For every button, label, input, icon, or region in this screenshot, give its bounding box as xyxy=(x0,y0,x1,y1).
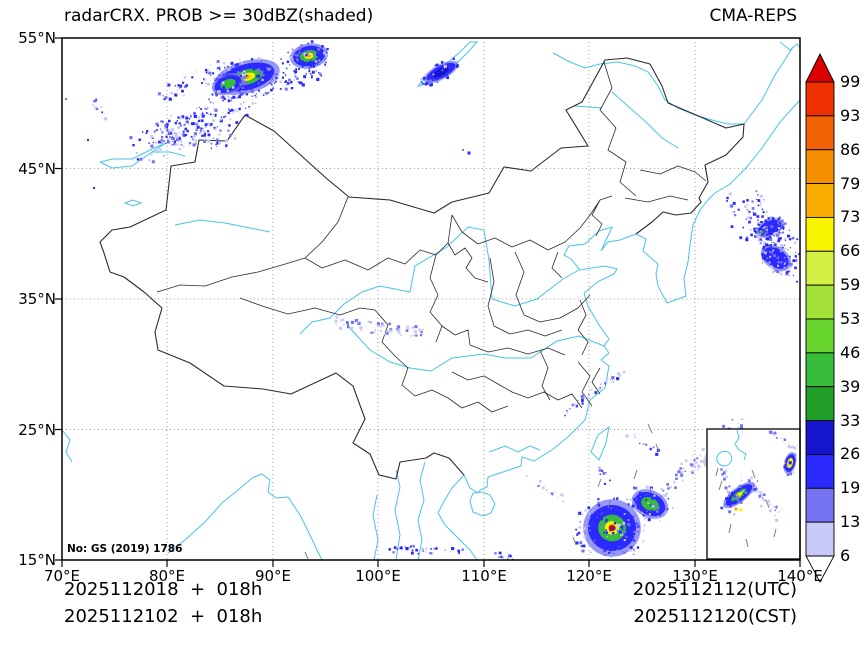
south-china-sea-inset xyxy=(706,428,801,560)
china-national-border-path xyxy=(99,57,745,480)
x-tick-label: 80°E xyxy=(148,567,186,585)
x-tick-label: 70°E xyxy=(43,567,81,585)
colorbar-tick-label: 86 xyxy=(840,139,860,159)
axis-ticks xyxy=(55,37,801,567)
y-tick-label: 35°N xyxy=(18,290,56,308)
colorbar-tick-label: 99 xyxy=(840,72,860,91)
y-tick-label: 45°N xyxy=(18,159,56,178)
init-time-cst: 2025112102 + 018h xyxy=(64,606,263,627)
rivers-lakes-path xyxy=(99,41,794,561)
valid-time-utc: 2025112112(UTC) xyxy=(632,579,797,600)
y-tick-label: 15°N xyxy=(18,551,56,569)
map-license-label: No: GS (2019) 1786 xyxy=(67,543,183,555)
colorbar-tick-label: 79 xyxy=(840,173,860,193)
x-tick-label: 90°E xyxy=(254,567,292,585)
grid-lines xyxy=(62,38,800,560)
colorbar-tick-label: 33 xyxy=(840,410,860,430)
colorbar-tick-label: 53 xyxy=(840,309,860,328)
colorbar-tick-label: 39 xyxy=(840,376,860,396)
inset-box xyxy=(706,428,801,560)
x-tick-label: 120°E xyxy=(566,567,612,585)
colorbar-tick-label: 13 xyxy=(840,512,860,532)
x-tick-label: 110°E xyxy=(461,567,507,585)
y-tick-label: 25°N xyxy=(18,420,56,439)
model-label: CMA-REPS xyxy=(709,6,797,26)
colorbar-tick-label: 26 xyxy=(840,444,860,464)
colorbar-tick-label: 46 xyxy=(840,342,860,362)
map-frame xyxy=(61,37,801,561)
page-title: radarCRX. PROB >= 30dBZ(shaded) xyxy=(64,6,374,26)
x-tick-label: 100°E xyxy=(355,567,401,585)
inset-coastline-path xyxy=(716,429,747,467)
init-time-utc: 2025112018 + 018h xyxy=(64,579,263,600)
colorbar-tick-label: 6 xyxy=(840,546,851,565)
valid-time-cst: 2025112120(CST) xyxy=(633,606,797,627)
colorbar-tick-label: 93 xyxy=(840,105,860,125)
colorbar-tick-label: 73 xyxy=(840,207,860,227)
radar-probability-shading xyxy=(65,40,800,560)
x-tick-label: 140°E xyxy=(777,567,823,585)
inset-radar-shading xyxy=(715,430,798,548)
colorbar-tick-label: 19 xyxy=(840,478,860,498)
coastlines-path xyxy=(61,41,801,561)
colorbar-tick-label: 66 xyxy=(840,241,860,261)
colorbar xyxy=(805,52,835,583)
colorbar-tick-label: 59 xyxy=(840,275,860,295)
y-tick-label: 55°N xyxy=(18,29,56,47)
x-tick-label: 130°E xyxy=(672,567,718,585)
province-boundaries-path xyxy=(156,61,707,413)
